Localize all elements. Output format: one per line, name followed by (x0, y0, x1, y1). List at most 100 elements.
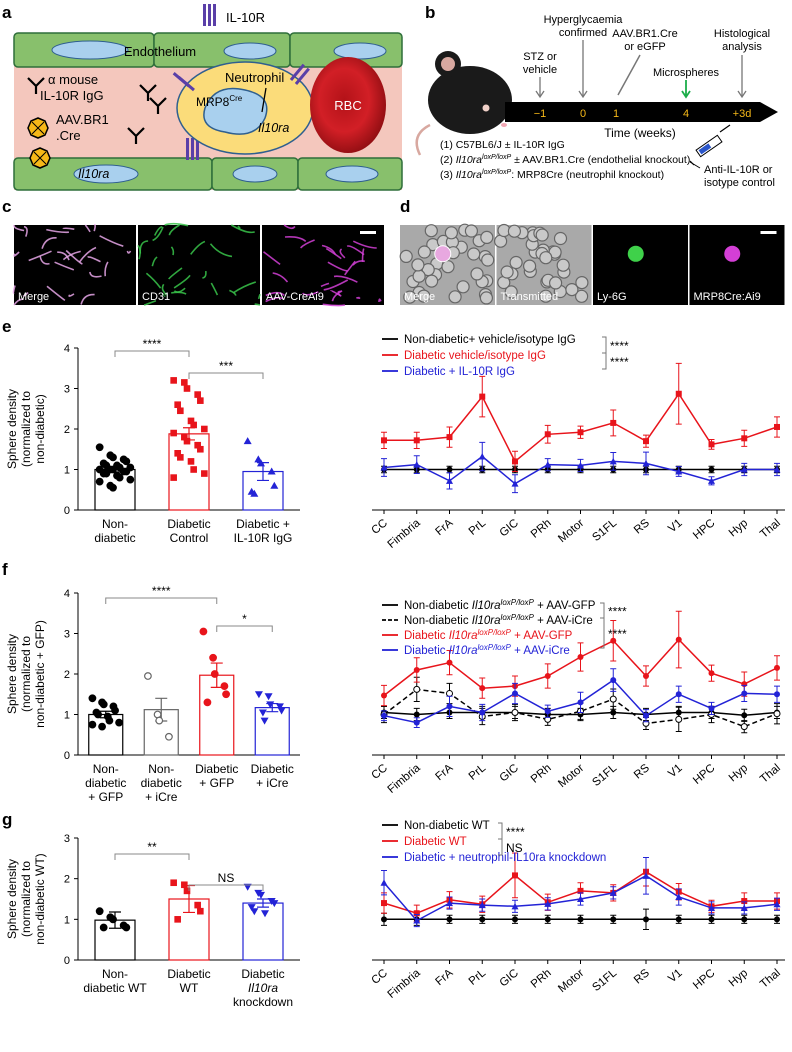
data-point (610, 419, 617, 426)
x-category-label: diabetic (94, 531, 135, 545)
cell-outline (548, 276, 563, 290)
x-tick-label: S1FL (590, 762, 619, 789)
data-point (258, 709, 267, 717)
endothelium-label: Endothelium (124, 44, 196, 59)
microsphere-arrow (681, 80, 691, 99)
data-point (446, 466, 453, 473)
data-point (381, 900, 387, 907)
group-2-label: (2) Il10raloxP/loxP ± AAV.BR1.Cre (endot… (440, 154, 690, 166)
y-tick-label: 2 (64, 874, 70, 886)
data-point (479, 916, 486, 923)
x-tick-label: HPC (691, 967, 717, 992)
data-point (478, 453, 486, 460)
data-point (774, 916, 780, 923)
data-point (675, 691, 682, 698)
data-point (177, 454, 184, 461)
x-tick-label: Motor (556, 967, 586, 995)
data-point (187, 458, 195, 465)
data-point (203, 698, 212, 707)
data-point (413, 711, 420, 718)
x-category-label: diabetic (85, 776, 126, 790)
x-category-label: + iCre (256, 776, 289, 790)
cell-outline (553, 231, 568, 246)
x-category-label: Non- (93, 762, 119, 776)
panel-label-e: e (2, 317, 11, 336)
panel-b-timeline: b −1 0 1 4 +3d Time (weeks) STZ or vehic… (415, 3, 778, 189)
x-category-label: IL-10R IgG (234, 531, 293, 545)
vessel-stroke (13, 251, 20, 257)
x-tick-label: PrL (467, 967, 489, 988)
anti-il10r-line1: Anti-IL-10R or (704, 164, 773, 176)
vessel-stroke (302, 291, 319, 296)
data-point (577, 429, 584, 436)
x-tick-label: FrA (434, 762, 456, 783)
vessel-stroke (173, 274, 191, 289)
cell-outline (539, 251, 553, 265)
micrograph-background (593, 225, 688, 305)
timeline-axis-label: Time (weeks) (604, 126, 676, 140)
data-point (577, 653, 584, 660)
vessel-stroke (283, 224, 296, 230)
panel-label-g: g (2, 810, 12, 829)
significance-1-bracket (114, 350, 190, 357)
vessel-stroke (170, 246, 175, 256)
data-point (741, 435, 748, 442)
legend-bracket (498, 838, 503, 856)
vessel-stroke (68, 293, 75, 297)
data-point (170, 879, 177, 887)
x-tick-label: PrL (467, 762, 489, 783)
micrograph-4: MRP8Cre:Ai9 (689, 225, 785, 305)
vessel-stroke (13, 224, 25, 232)
vessel-stroke (89, 271, 102, 278)
data-point (544, 673, 551, 680)
x-category-label: Control (170, 531, 209, 545)
vessel-stroke (284, 236, 307, 243)
significance-1-label: **** (143, 337, 162, 351)
timeline-tick-5: +3d (733, 108, 752, 120)
data-point (741, 898, 748, 905)
red-blood-cell (310, 57, 386, 153)
x-category-label: WT (180, 981, 199, 995)
vessel-stroke (265, 296, 285, 303)
data-point (105, 716, 114, 725)
y-axis-label: Sphere density(normalized tonon-diabetic… (5, 853, 47, 944)
legend-significance: **** (610, 355, 629, 369)
error-bar (183, 427, 195, 441)
data-point (257, 891, 265, 899)
error-bar (99, 710, 112, 719)
aav-capsid-icon (29, 147, 51, 169)
micrograph-background (14, 225, 136, 305)
event-arrow (737, 55, 747, 99)
legend-entry: Diabetic vehicle/isotype IgG (404, 350, 546, 362)
legend-entry: Non-diabetic Il10raloxP/loxP + AAV-iCre (404, 613, 593, 627)
x-tick-label: RS (632, 967, 652, 987)
significance-1-bracket (114, 853, 190, 860)
vessel-stroke (143, 299, 157, 306)
aav-label-line1: AAV.BR1 (56, 112, 109, 127)
data-point (201, 470, 208, 477)
micrograph-label: Transmitted (501, 291, 559, 303)
data-point (111, 706, 119, 715)
antibody-icon (27, 77, 167, 144)
vessel-stroke (322, 303, 346, 307)
x-tick-label: S1FL (590, 517, 619, 544)
significance-1-label: **** (152, 584, 171, 598)
data-point (250, 908, 259, 916)
x-tick-label: FrA (434, 967, 456, 988)
event-arrow (535, 77, 545, 99)
hyperglycaemia-label-line1: Hyperglycaemia (544, 14, 624, 26)
y-axis-label: Sphere density(normalized tonon-diabetic… (5, 620, 47, 728)
y-tick-label: 0 (64, 750, 70, 762)
data-point (257, 459, 265, 467)
bar (199, 674, 235, 756)
data-point (479, 709, 486, 716)
panel-label-f: f (2, 560, 8, 579)
data-point (174, 916, 181, 923)
nucleus (325, 165, 379, 183)
micrograph-3: AAV-CreAi9 (262, 224, 384, 307)
data-point (512, 458, 518, 465)
vessel-stroke (237, 225, 241, 230)
data-point (115, 473, 124, 482)
legend-entry: Diabetic Il10raloxP/loxP + AAV-iCre (404, 643, 570, 657)
